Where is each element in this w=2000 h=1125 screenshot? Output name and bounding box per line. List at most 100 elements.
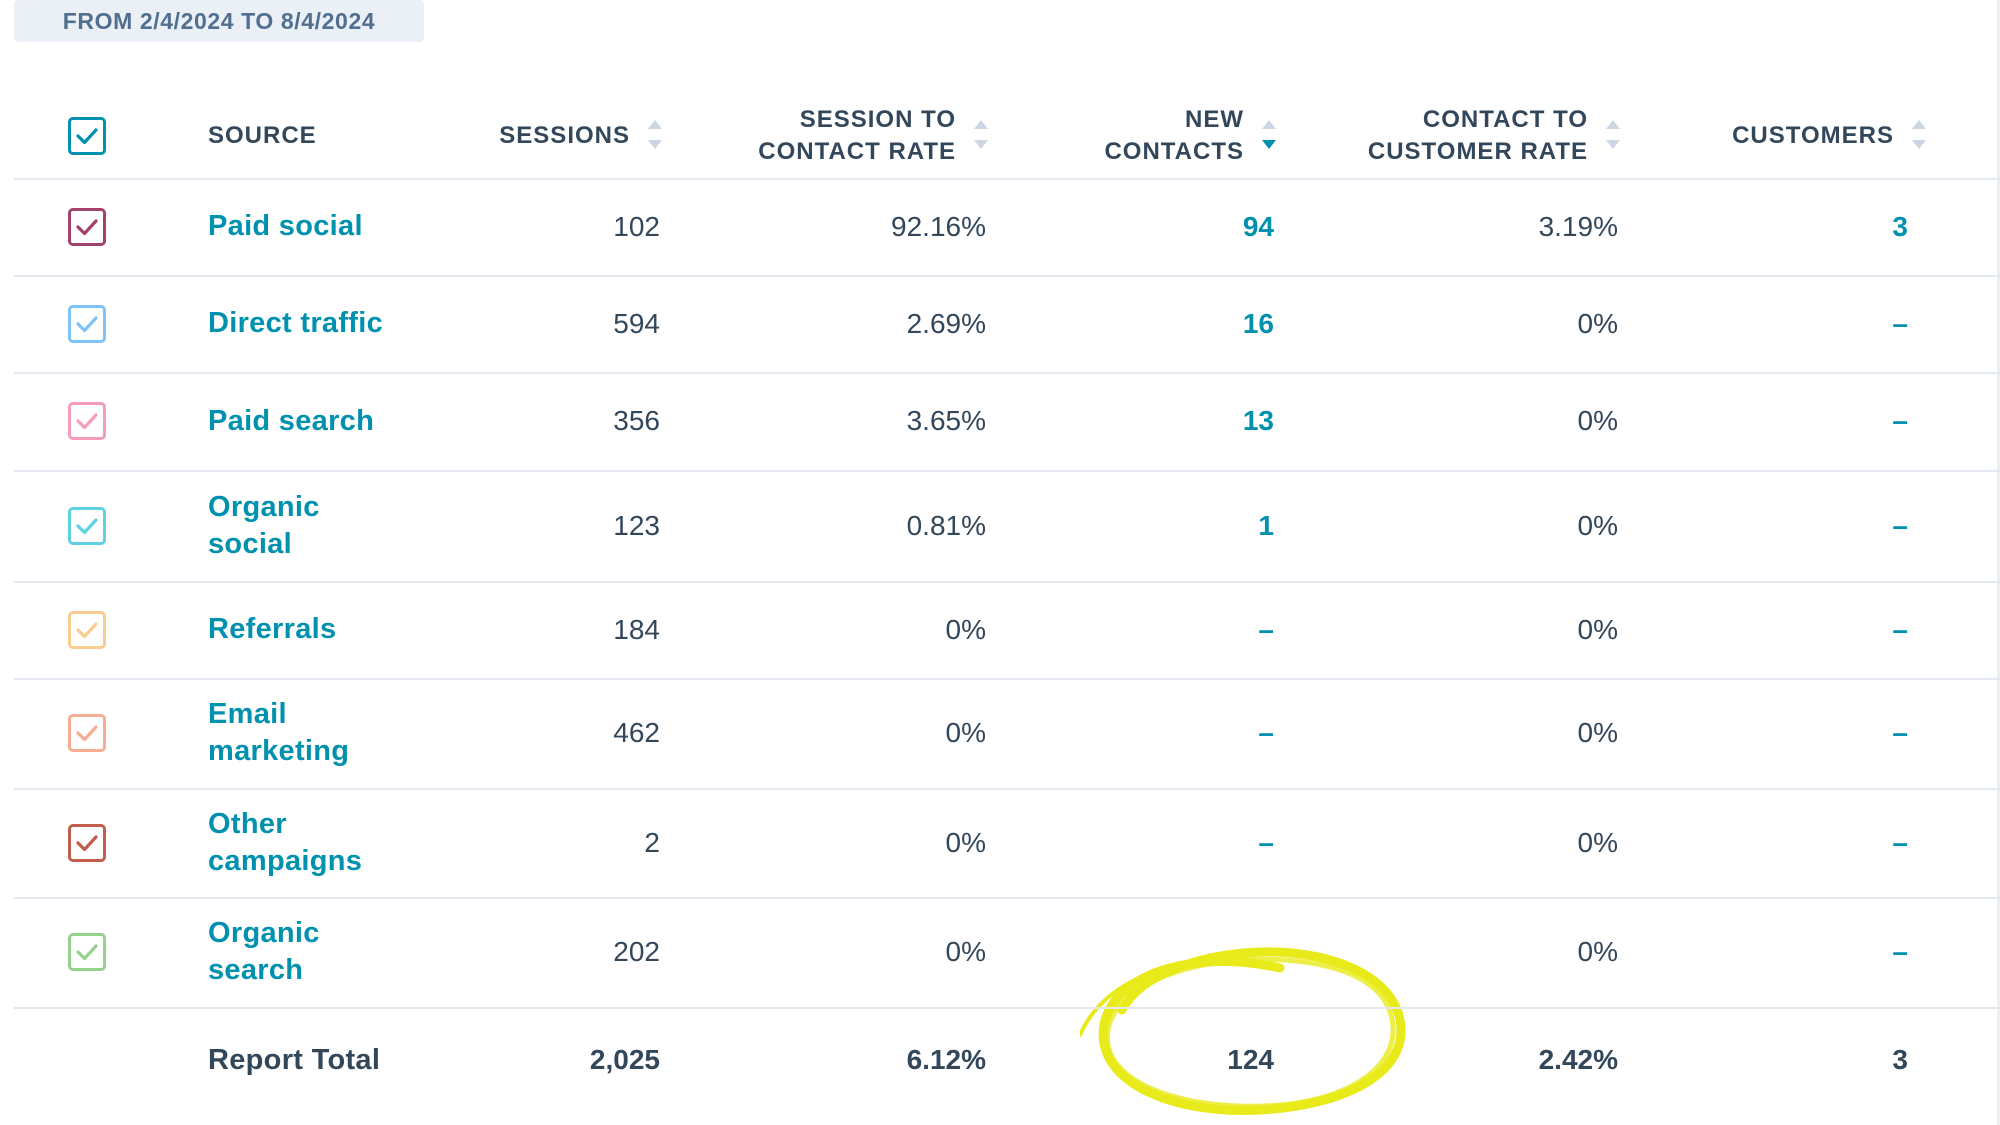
select-all-checkbox[interactable] — [68, 117, 106, 155]
checkmark-icon — [76, 944, 98, 961]
table-row: Referrals 184 0% – 0% – — [0, 581, 2000, 678]
cell-session-to-contact-rate: 3.65% — [906, 405, 986, 436]
column-header-contact-to-customer-rate[interactable]: CONTACT TO CUSTOMER RATE — [1368, 94, 1622, 178]
row-checkbox[interactable] — [68, 933, 106, 971]
row-checkbox[interactable] — [68, 402, 106, 440]
row-divider — [14, 275, 2000, 277]
cell-contact-to-customer-rate: 0% — [1577, 307, 1618, 339]
report-total-label: Report Total — [208, 1044, 381, 1076]
checkmark-icon — [76, 725, 98, 742]
date-range-badge: FROM 2/4/2024 TO 8/4/2024 — [14, 0, 424, 42]
sort-icon[interactable] — [646, 116, 664, 156]
cell-sessions: 202 — [613, 936, 660, 967]
checkmark-icon — [76, 517, 98, 534]
table-row: Paid search 356 3.65% 13 0% – — [0, 372, 2000, 470]
cell-new-contacts[interactable]: 13 — [1242, 405, 1274, 436]
source-link[interactable]: Email marketing — [208, 698, 350, 767]
table-row: Other campaigns 2 0% – 0% – — [0, 788, 2000, 897]
cell-sessions: 2 — [644, 826, 660, 858]
report-total-row: Report Total 2,025 6.12% 124 2.42% 3 — [0, 1010, 2000, 1110]
column-header-customers[interactable]: CUSTOMERS — [1732, 94, 1928, 178]
source-link[interactable]: Paid search — [208, 404, 375, 437]
cell-contact-to-customer-rate: 0% — [1577, 717, 1618, 748]
cell-contact-to-customer-rate: 0% — [1577, 613, 1618, 645]
sort-icon[interactable] — [1604, 116, 1622, 156]
cell-contact-to-customer-rate: 0% — [1577, 509, 1618, 541]
source-link[interactable]: Direct traffic — [208, 307, 384, 339]
row-divider — [14, 678, 2000, 680]
cell-session-to-contact-rate: 0.81% — [906, 509, 986, 541]
row-checkbox[interactable] — [68, 304, 106, 343]
checkmark-icon — [76, 834, 98, 851]
cell-contact-to-customer-rate: 0% — [1577, 936, 1618, 967]
column-header-session-to-contact-rate[interactable]: SESSION TO CONTACT RATE — [758, 94, 990, 178]
source-link[interactable]: Organic social — [208, 490, 320, 560]
source-link[interactable]: Referrals — [208, 613, 337, 645]
cell-contact-to-customer-rate: 3.19% — [1538, 210, 1618, 242]
checkmark-icon — [76, 315, 98, 332]
cell-new-contacts[interactable]: 94 — [1242, 210, 1274, 242]
table-row: Paid social 102 92.16% 94 3.19% 3 — [0, 178, 2000, 275]
cell-new-contacts[interactable]: 16 — [1242, 307, 1274, 339]
sort-icon-active[interactable] — [1260, 116, 1278, 156]
cell-new-contacts: – — [1258, 717, 1274, 748]
row-checkbox[interactable] — [68, 714, 106, 752]
total-new-contacts: 124 — [1227, 1044, 1274, 1075]
row-divider — [14, 581, 2000, 583]
cell-sessions: 184 — [613, 613, 660, 645]
row-checkbox[interactable] — [68, 506, 106, 545]
cell-customers: – — [1892, 936, 1908, 967]
total-contact-to-customer-rate: 2.42% — [1538, 1044, 1618, 1075]
cell-session-to-contact-rate: 0% — [945, 936, 986, 967]
column-header-new-contacts[interactable]: NEW CONTACTS — [1104, 94, 1278, 178]
table-row: Direct traffic 594 2.69% 16 0% – — [0, 275, 2000, 372]
row-divider — [14, 178, 2000, 180]
row-checkbox[interactable] — [68, 823, 106, 862]
column-header-source[interactable]: SOURCE — [208, 122, 317, 149]
table-row: Organic search 202 0% 0% – — [0, 897, 2000, 1007]
cell-session-to-contact-rate: 92.16% — [891, 210, 986, 242]
row-checkbox[interactable] — [68, 207, 106, 246]
cell-session-to-contact-rate: 0% — [945, 717, 986, 748]
cell-new-contacts[interactable]: 1 — [1258, 509, 1274, 541]
sort-icon[interactable] — [1910, 116, 1928, 156]
checkmark-icon — [76, 128, 98, 145]
source-link[interactable]: Organic search — [208, 917, 320, 986]
row-divider — [14, 1007, 2000, 1009]
total-session-to-contact-rate: 6.12% — [906, 1044, 986, 1075]
total-customers: 3 — [1892, 1044, 1908, 1075]
cell-sessions: 123 — [613, 509, 660, 541]
source-link[interactable]: Other campaigns — [208, 807, 363, 877]
sort-icon[interactable] — [972, 116, 990, 156]
table-header: SOURCE SESSIONS SESSION TO CONTACT RATE N… — [0, 94, 2000, 178]
cell-new-contacts: – — [1258, 613, 1274, 645]
cell-sessions: 356 — [613, 405, 660, 436]
table-row: Email marketing 462 0% – 0% – — [0, 678, 2000, 788]
cell-contact-to-customer-rate: 0% — [1577, 826, 1618, 858]
cell-customers[interactable]: 3 — [1892, 210, 1908, 242]
cell-session-to-contact-rate: 0% — [945, 826, 986, 858]
row-divider — [14, 897, 2000, 899]
row-divider — [14, 470, 2000, 472]
row-divider — [14, 788, 2000, 790]
checkmark-icon — [76, 218, 98, 235]
scroll-edge — [1997, 0, 2000, 1125]
cell-new-contacts: – — [1258, 826, 1274, 858]
row-checkbox[interactable] — [68, 610, 106, 649]
cell-customers: – — [1892, 717, 1908, 748]
total-sessions: 2,025 — [589, 1044, 660, 1075]
cell-contact-to-customer-rate: 0% — [1577, 405, 1618, 436]
column-header-sessions[interactable]: SESSIONS — [499, 94, 664, 178]
checkmark-icon — [76, 621, 98, 638]
source-link[interactable]: Paid social — [208, 210, 363, 242]
cell-sessions: 594 — [613, 307, 660, 339]
checkmark-icon — [76, 413, 98, 430]
cell-session-to-contact-rate: 0% — [945, 613, 986, 645]
row-divider — [14, 372, 2000, 374]
cell-customers: – — [1892, 826, 1908, 858]
cell-customers: – — [1892, 307, 1908, 339]
cell-sessions: 102 — [613, 210, 660, 242]
cell-customers: – — [1892, 509, 1908, 541]
table-row: Organic social 123 0.81% 1 0% – — [0, 470, 2000, 581]
cell-customers: – — [1892, 613, 1908, 645]
